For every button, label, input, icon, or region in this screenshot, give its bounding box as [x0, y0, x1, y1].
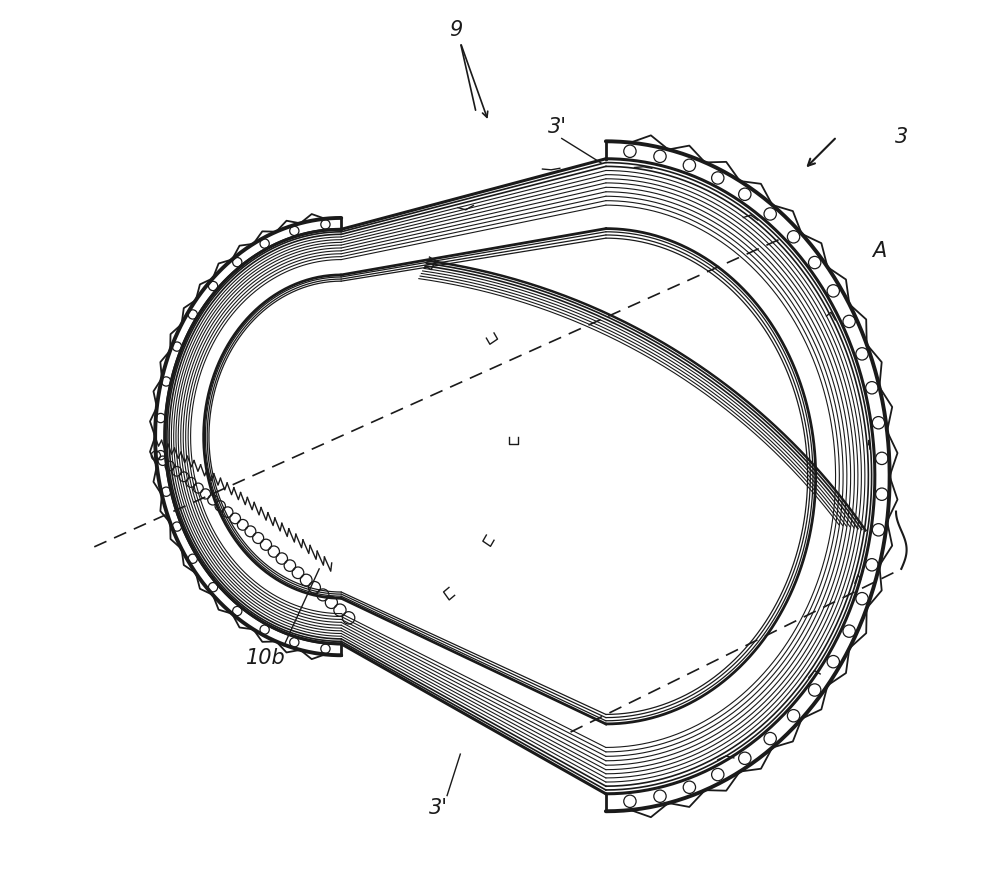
Text: 10b: 10b	[246, 648, 286, 669]
Text: 9: 9	[449, 19, 463, 40]
Text: 3: 3	[895, 127, 908, 146]
Text: 3': 3'	[548, 116, 567, 137]
Text: A: A	[872, 242, 886, 261]
Text: 3': 3'	[429, 798, 448, 818]
